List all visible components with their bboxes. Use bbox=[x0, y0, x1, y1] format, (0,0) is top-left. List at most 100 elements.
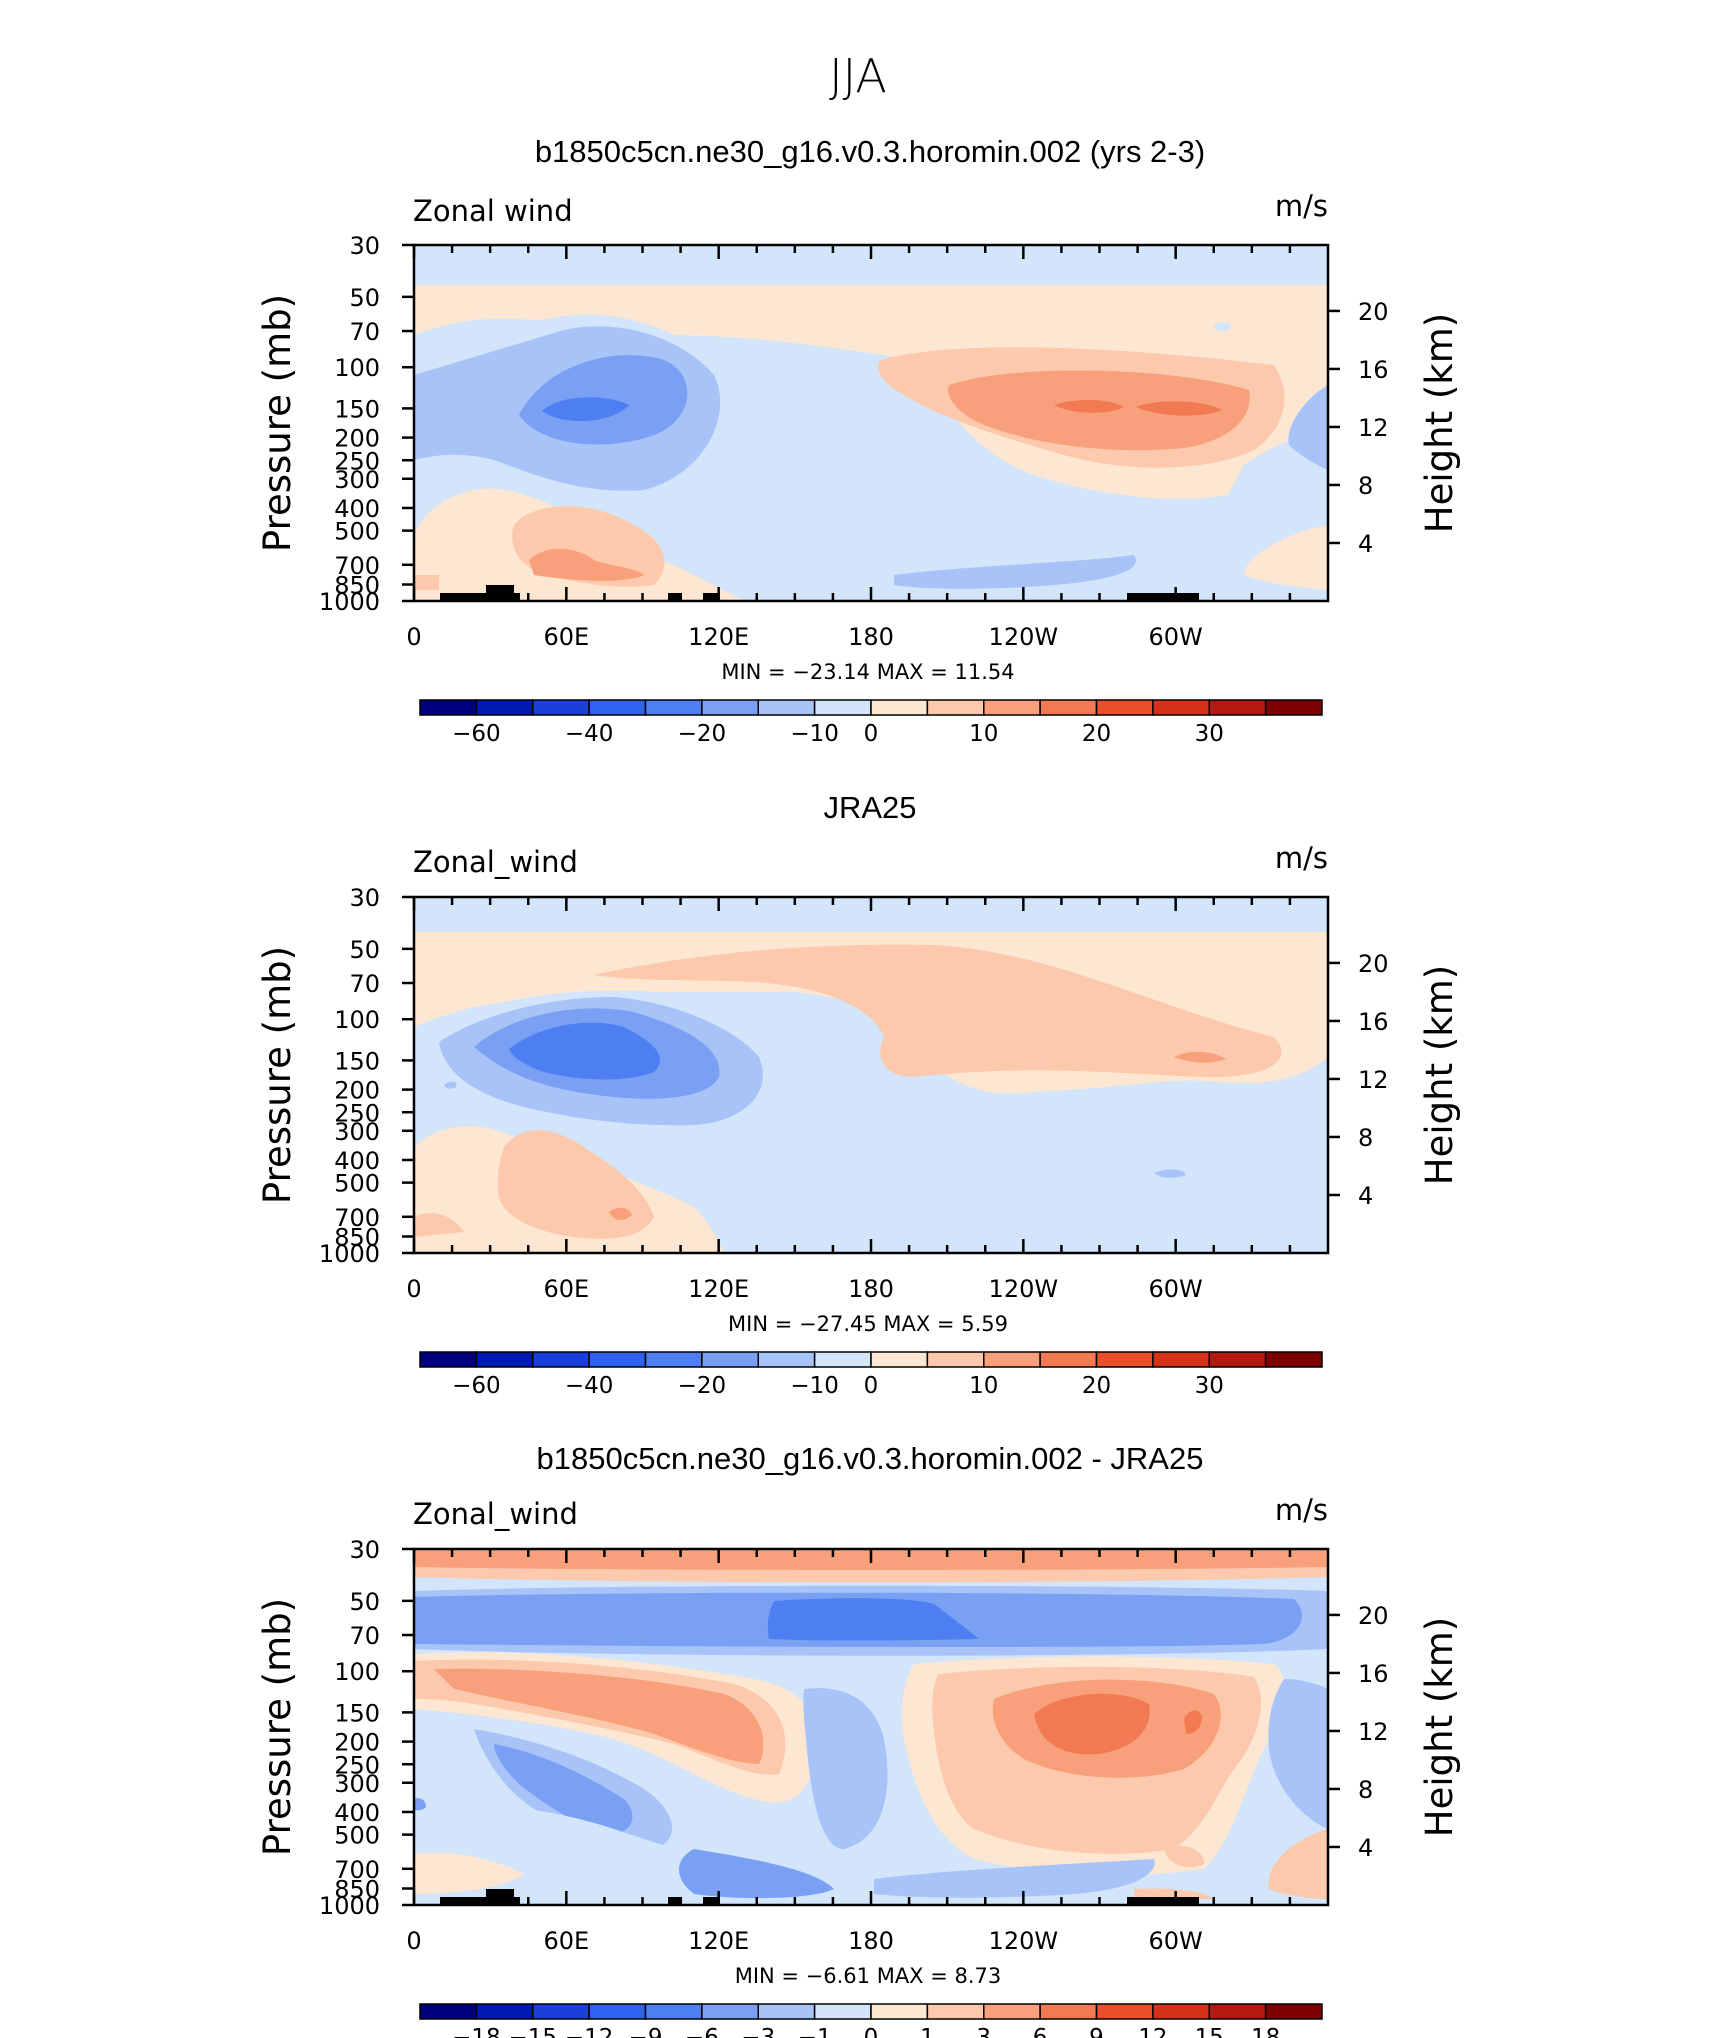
y-tick-label: 1000 bbox=[319, 1892, 380, 1920]
y-tick-label: 30 bbox=[349, 884, 380, 912]
colorbar-swatch bbox=[701, 699, 759, 716]
colorbar-label: −40 bbox=[565, 721, 614, 747]
units-label: m/s bbox=[1275, 1493, 1328, 1527]
colorbar-swatch bbox=[1152, 2003, 1210, 2020]
y-tick-label: 300 bbox=[334, 1118, 380, 1146]
y-tick-label: 70 bbox=[349, 970, 380, 998]
y-tick-label: 300 bbox=[334, 1770, 380, 1798]
positive-region bbox=[1244, 525, 1328, 590]
colorbar-swatch bbox=[644, 1351, 703, 1368]
colorbar-swatch bbox=[870, 2003, 929, 2020]
y-tick-label: 200 bbox=[334, 425, 380, 453]
positive-region bbox=[1268, 1829, 1328, 1899]
units-label: m/s bbox=[1275, 189, 1328, 223]
min-max-stats: MIN = −23.14 MAX = 11.54 bbox=[721, 660, 1014, 684]
colorbar-swatch bbox=[1095, 699, 1154, 716]
colorbar-swatch bbox=[1039, 2003, 1098, 2020]
positive-region bbox=[1174, 1051, 1226, 1063]
x-tick-label: 120E bbox=[688, 623, 749, 651]
colorbar-swatch bbox=[926, 1351, 985, 1368]
y-tick-label: 850 bbox=[334, 1224, 380, 1252]
positive-region bbox=[1134, 1888, 1214, 1899]
variable-label: Zonal_wind bbox=[413, 845, 578, 879]
colorbar-swatch bbox=[870, 1351, 929, 1368]
colorbar-swatch bbox=[1208, 699, 1267, 716]
colorbar-label: 6 bbox=[1033, 2025, 1048, 2038]
x-tick-label: 60E bbox=[543, 1927, 589, 1955]
panel-title: b1850c5cn.ne30_g16.v0.3.horomin.002 (yrs… bbox=[535, 134, 1205, 169]
colorbar-swatch bbox=[1039, 699, 1098, 716]
y-tick-label: 200 bbox=[334, 1729, 380, 1757]
height-tick-label: 4 bbox=[1358, 530, 1373, 558]
y-tick-label: 150 bbox=[334, 1699, 380, 1727]
height-tick-label: 8 bbox=[1358, 1776, 1373, 1804]
negative-region bbox=[414, 1798, 426, 1811]
y-axis-label: Pressure (mb) bbox=[256, 1598, 299, 1856]
negative-region bbox=[679, 1849, 834, 1899]
colorbar-label: 30 bbox=[1195, 1373, 1224, 1399]
negative-region bbox=[1288, 385, 1328, 470]
colorbar-swatch bbox=[1264, 2003, 1323, 2020]
positive-region bbox=[609, 1207, 632, 1220]
x-tick-label: 60E bbox=[543, 623, 589, 651]
colorbar-swatch bbox=[644, 699, 703, 716]
colorbar-swatch bbox=[532, 1351, 590, 1368]
contour-field bbox=[414, 1549, 1328, 1905]
colorbar-swatch bbox=[1264, 1351, 1323, 1368]
y-tick-label: 700 bbox=[334, 552, 380, 580]
height-tick-label: 12 bbox=[1358, 1718, 1389, 1746]
colorbar-label: 20 bbox=[1082, 721, 1111, 747]
contour-field bbox=[414, 897, 1328, 1253]
height-tick-label: 20 bbox=[1358, 298, 1389, 326]
y-tick-label: 250 bbox=[334, 1751, 380, 1779]
y-tick-label: 100 bbox=[334, 1658, 380, 1686]
positive-region bbox=[529, 548, 644, 581]
topography-block bbox=[440, 593, 520, 601]
colorbar-swatch bbox=[813, 699, 872, 716]
positive-region bbox=[1164, 1845, 1204, 1868]
min-max-stats: MIN = −6.61 MAX = 8.73 bbox=[735, 1964, 1002, 1988]
y-axis-label: Pressure (mb) bbox=[256, 294, 299, 552]
colorbar-swatch bbox=[532, 699, 590, 716]
y-tick-label: 400 bbox=[334, 1147, 380, 1175]
x-tick-label: 0 bbox=[406, 623, 421, 651]
positive-region bbox=[414, 1852, 524, 1894]
colorbar-swatch bbox=[1208, 1351, 1267, 1368]
positive-region bbox=[414, 575, 439, 590]
x-tick-label: 60E bbox=[543, 1275, 589, 1303]
colorbar-label: −20 bbox=[678, 1373, 727, 1399]
height-tick-label: 16 bbox=[1358, 356, 1389, 384]
y-tick-label: 500 bbox=[334, 1822, 380, 1850]
x-tick-label: 0 bbox=[406, 1927, 421, 1955]
x-tick-label: 120W bbox=[989, 623, 1059, 651]
colorbar-label: 12 bbox=[1138, 2025, 1167, 2038]
height-tick-label: 12 bbox=[1358, 414, 1389, 442]
negative-region bbox=[1154, 1169, 1186, 1178]
colorbar-label: 30 bbox=[1195, 721, 1224, 747]
colorbar-label: −10 bbox=[790, 721, 839, 747]
y-tick-label: 30 bbox=[349, 1536, 380, 1564]
x-tick-label: 120W bbox=[989, 1275, 1059, 1303]
colorbar-swatch bbox=[926, 2003, 985, 2020]
negative-region bbox=[1297, 1077, 1328, 1242]
y-tick-label: 1000 bbox=[319, 1240, 380, 1268]
positive-region bbox=[594, 944, 1282, 1077]
y-tick-label: 200 bbox=[334, 1077, 380, 1105]
positive-region bbox=[1034, 1693, 1150, 1755]
colorbar-label: −40 bbox=[565, 1373, 614, 1399]
x-tick-label: 0 bbox=[406, 1275, 421, 1303]
height-tick-label: 20 bbox=[1358, 1602, 1389, 1630]
colorbar-label: 10 bbox=[969, 721, 998, 747]
colorbar-label: 15 bbox=[1195, 2025, 1224, 2038]
colorbar-label: 9 bbox=[1089, 2025, 1104, 2038]
negative-region bbox=[874, 1859, 1155, 1898]
y-tick-label: 700 bbox=[334, 1856, 380, 1884]
panel-title: JRA25 bbox=[823, 790, 916, 825]
topography-block bbox=[486, 1889, 514, 1905]
y-tick-label: 70 bbox=[349, 318, 380, 346]
colorbar-label: 0 bbox=[864, 1373, 879, 1399]
contour-field bbox=[414, 245, 1328, 601]
negative-region bbox=[1214, 322, 1231, 332]
figure-title: JJA bbox=[829, 49, 887, 103]
colorbar-swatch bbox=[983, 699, 1041, 716]
